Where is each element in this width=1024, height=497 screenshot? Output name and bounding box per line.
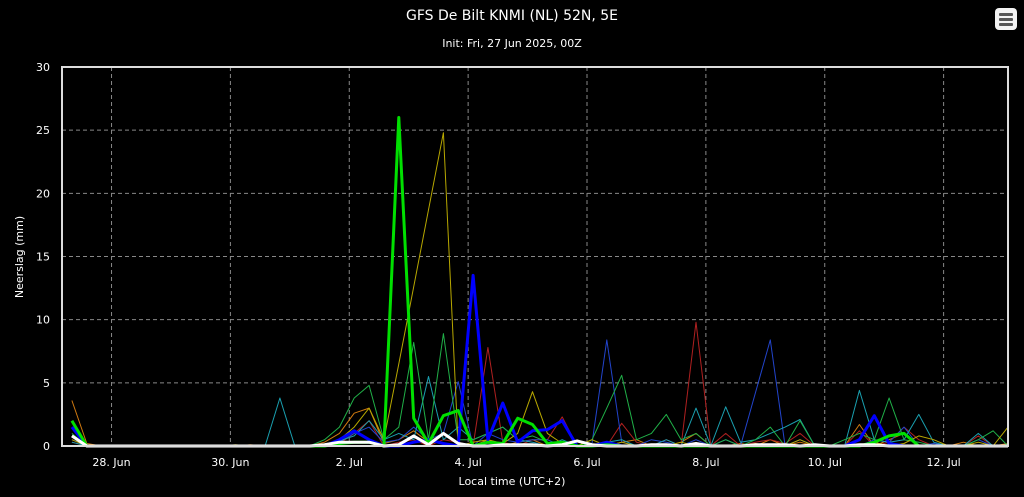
y-axis: 0 5 10 15 20 25 30 [36,61,50,453]
x-tick-label: 10. Jul [808,456,842,469]
x-tick-label: 2. Jul [336,456,363,469]
menu-line [999,23,1013,26]
y-tick-label: 0 [43,440,50,453]
x-tick-label: 4. Jul [455,456,482,469]
menu-line [999,13,1013,16]
x-axis-label: Local time (UTC+2) [459,475,566,488]
y-tick-label: 25 [36,124,50,137]
series-group [70,116,1009,448]
chart-title: GFS De Bilt KNMI (NL) 52N, 5E [405,8,619,24]
x-tick-label: 12. Jul [926,456,960,469]
y-tick-label: 15 [36,251,50,264]
menu-line [999,18,1013,21]
x-axis: 28. Jun 30. Jun 2. Jul 4. Jul 6. Jul 8. Jul 10… [92,456,960,469]
y-tick-label: 30 [36,61,50,74]
y-tick-label: 10 [36,314,50,327]
series-line [71,132,1009,447]
plot-frame [61,66,1009,447]
x-tick-label: 30. Jun [211,456,249,469]
chart-subtitle: Init: Fri, 27 Jun 2025, 00Z [442,37,582,50]
hamburger-menu-icon[interactable] [995,8,1017,30]
y-tick-label: 5 [43,377,50,390]
series-line [70,273,1008,448]
grid [62,67,1008,446]
series-line [70,116,1008,448]
y-axis-label: Neerslag (mm) [13,216,26,298]
x-tick-label: 6. Jul [573,456,600,469]
x-tick-label: 28. Jun [92,456,130,469]
x-tick-label: 8. Jul [692,456,719,469]
y-tick-label: 20 [36,187,50,200]
